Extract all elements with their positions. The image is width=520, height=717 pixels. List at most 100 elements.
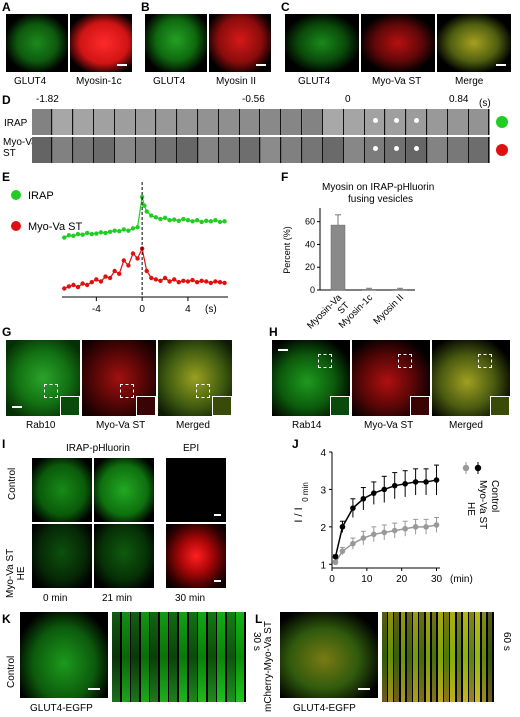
kymograph-strip [481, 612, 488, 702]
kymograph-strip [150, 612, 160, 702]
frame-cell [406, 137, 428, 163]
frame-cell [198, 109, 219, 135]
y-tick-label: 60 [305, 217, 315, 227]
panel-g-label-merged: Merged [176, 420, 210, 431]
zoom-inset [330, 396, 350, 416]
data-point [204, 218, 209, 223]
frame-cell [136, 109, 157, 135]
frame-cell [240, 137, 261, 163]
kymograph-strip [419, 612, 426, 702]
y-tick-label: 3 [320, 485, 326, 496]
data-point [412, 479, 419, 485]
x-tick-label: 30 [431, 574, 443, 585]
data-point [412, 524, 419, 530]
frame-cell [323, 137, 344, 163]
data-point [402, 481, 408, 487]
scale-bar [358, 688, 370, 690]
x-axis-unit: (s) [205, 304, 217, 315]
data-point [80, 232, 85, 237]
data-point [204, 279, 209, 284]
data-point [144, 268, 149, 274]
panel-i-he-21min [94, 524, 154, 588]
kymograph-strip [169, 612, 179, 702]
panel-e-chart: IRAP Myo-Va ST -4 0 4 (s) [11, 182, 228, 315]
data-point [222, 280, 227, 286]
data-point [94, 231, 99, 236]
frame-cell [427, 137, 448, 163]
x-axis-unit: (min) [450, 574, 473, 585]
data-point [84, 230, 90, 236]
data-point [176, 218, 181, 223]
frame-cell [136, 137, 157, 163]
data-point [185, 279, 191, 284]
panel-g-merged-image [158, 340, 232, 416]
data-point [217, 219, 223, 225]
kymograph-strip [226, 612, 236, 702]
data-point [158, 216, 163, 222]
frame-cell [115, 109, 136, 135]
data-point [66, 284, 72, 289]
kymograph-strip [112, 612, 122, 702]
data-point [144, 209, 149, 214]
scale-bar [278, 349, 288, 351]
frame-cell [365, 137, 386, 163]
data-point [381, 529, 388, 536]
data-point [181, 278, 186, 283]
data-point [112, 268, 117, 274]
x-tick-label: 20 [396, 574, 408, 585]
panel-h-merged-image [432, 340, 510, 416]
data-point [371, 490, 377, 496]
data-point [423, 524, 429, 530]
data-point [162, 275, 168, 281]
panel-i-row-control: Control [7, 467, 18, 500]
panel-i-control-21min [94, 458, 154, 522]
data-point [75, 284, 81, 290]
panel-letter-a: A [2, 0, 11, 14]
data-point [89, 280, 94, 285]
panel-d-time-1: -1.82 [36, 94, 59, 105]
frame-cell [323, 109, 344, 135]
frame-cell [469, 109, 490, 135]
vesicle-spot [393, 146, 399, 152]
panel-c-glut4-image [285, 14, 359, 72]
panel-j-chart: 1 2 3 4 0 10 20 30 (min) I / I 0 min ControlMyo-Va … [293, 448, 500, 585]
kymograph-strip [121, 612, 131, 702]
category-label: Myosin II [371, 292, 406, 327]
kymograph-strip [236, 612, 246, 702]
kymograph-strip [450, 612, 457, 702]
panel-i-he-epi [166, 524, 226, 588]
data-point [199, 219, 204, 225]
panel-c-label-merge: Merge [455, 76, 484, 87]
data-point [135, 256, 140, 261]
frame-cell [448, 137, 469, 163]
frame-cell [73, 137, 94, 163]
scale-bar [88, 688, 100, 690]
data-point [107, 229, 113, 234]
frame-cell [156, 109, 178, 135]
bar [392, 289, 408, 291]
frame-cell [52, 109, 74, 135]
data-point [162, 215, 168, 221]
scale-bar [256, 64, 266, 66]
data-point [433, 522, 440, 528]
panel-d-myova-strip [32, 137, 490, 163]
frame-cell [94, 137, 115, 163]
data-point [153, 277, 159, 282]
data-point [190, 219, 195, 224]
panel-h-label-rab14: Rab14 [292, 420, 322, 431]
legend-label: IRAP [28, 190, 54, 202]
kymograph-strip [400, 612, 407, 702]
y-axis-label: I / I [293, 507, 305, 522]
data-point [181, 216, 186, 222]
panel-d-irap-strip [32, 109, 490, 135]
data-point [350, 540, 356, 547]
data-point [194, 218, 200, 223]
frame-cell [344, 137, 365, 163]
panel-letter-j: J [292, 437, 299, 451]
frame-cell [219, 137, 240, 163]
panel-a-glut4-image [6, 14, 68, 72]
data-point [130, 226, 136, 231]
kymograph-strip [406, 612, 413, 702]
data-point [423, 479, 429, 485]
data-point [339, 524, 346, 530]
